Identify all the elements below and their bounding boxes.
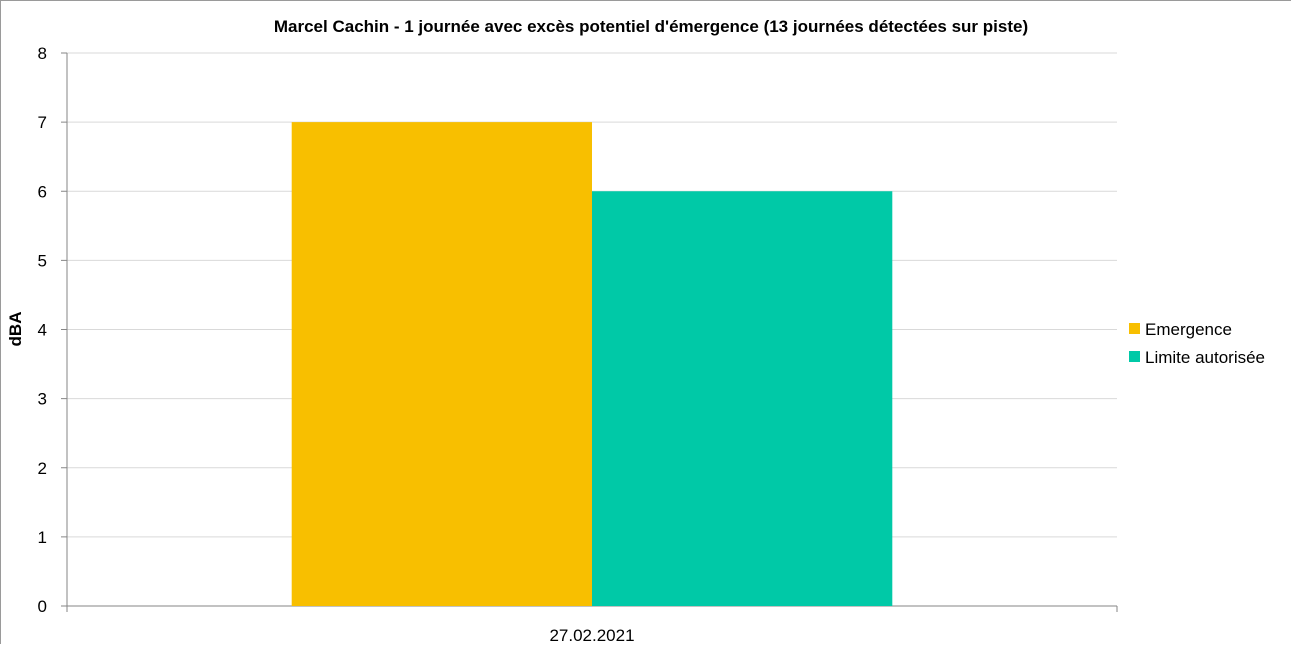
- legend-label: Emergence: [1145, 320, 1232, 339]
- legend-swatch: [1129, 351, 1140, 362]
- y-tick-label: 2: [38, 459, 47, 478]
- bar-limite-autoris-e: [592, 191, 893, 606]
- y-tick-label: 8: [38, 44, 47, 63]
- legend: Emergence Limite autorisée: [1129, 320, 1265, 367]
- y-tick-label: 5: [38, 251, 47, 270]
- y-tick-label: 4: [38, 321, 47, 340]
- y-axis-label: dBA: [6, 312, 25, 347]
- y-tick-label: 0: [38, 597, 47, 616]
- y-tick-labels: 0 1 2 3 4 5 6 7 8: [38, 44, 47, 616]
- y-tick-label: 3: [38, 390, 47, 409]
- y-tick-label: 1: [38, 528, 47, 547]
- bars: [291, 122, 893, 606]
- legend-label: Limite autorisée: [1145, 348, 1265, 367]
- x-tick-labels: 27.02.2021: [549, 626, 634, 645]
- y-tick-label: 6: [38, 182, 47, 201]
- y-tick-label: 7: [38, 113, 47, 132]
- legend-swatch: [1129, 323, 1140, 334]
- x-tick-label: 27.02.2021: [549, 626, 634, 645]
- bar-emergence: [291, 122, 592, 606]
- chart-title: Marcel Cachin - 1 journée avec excès pot…: [274, 17, 1028, 36]
